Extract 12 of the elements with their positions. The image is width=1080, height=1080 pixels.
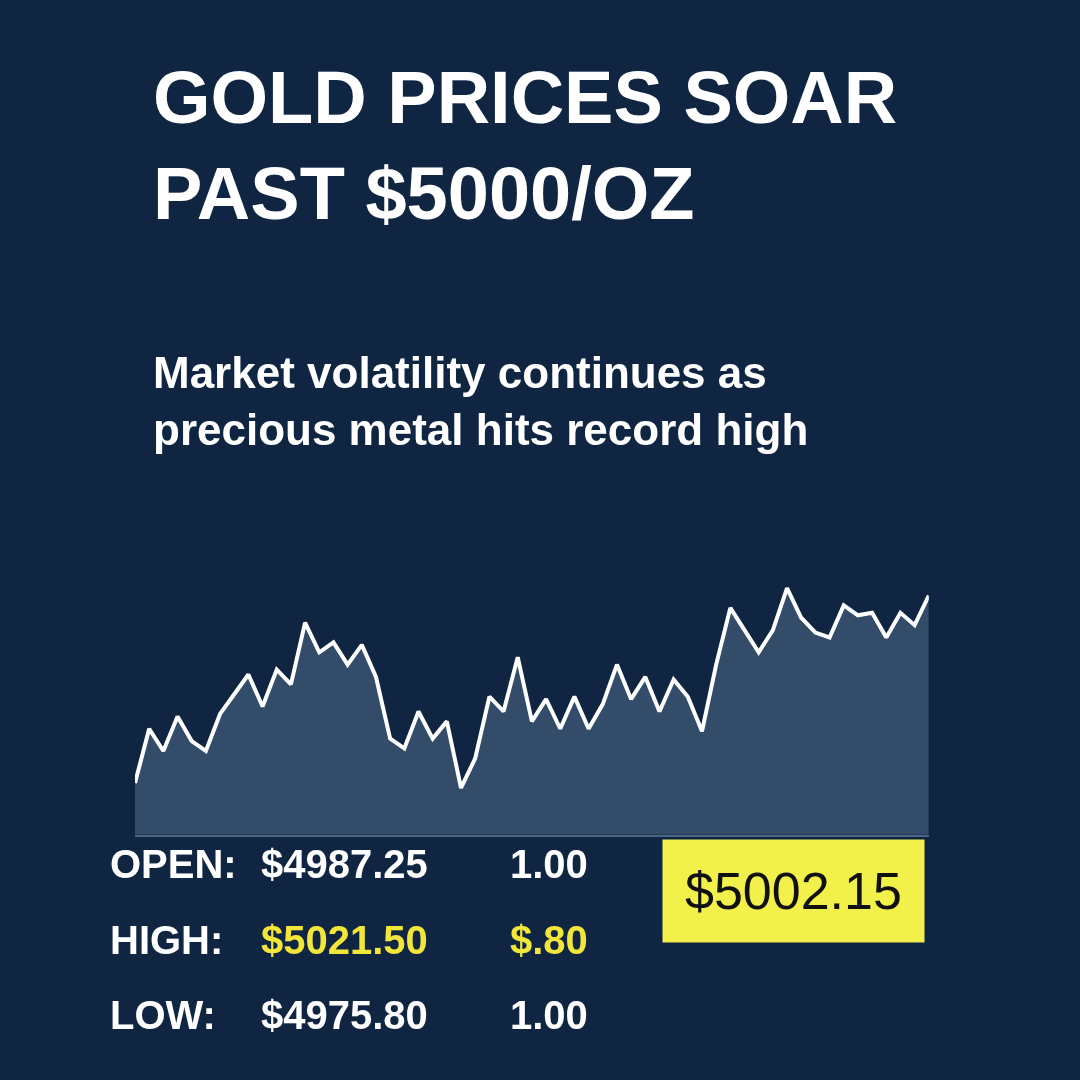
text: $.80 — [510, 918, 588, 962]
text: HIGH: — [110, 918, 224, 962]
chart-title: GOLD PRICES SOAR PAST $5000/OZ — [153, 56, 898, 236]
text: $5021.50 — [261, 918, 428, 962]
text: $4975.80 — [261, 993, 428, 1037]
chart-subtitle: Market volatility continues as precious metal hits record high — [153, 348, 809, 455]
text: OPEN: — [110, 842, 237, 886]
text: $5002.15 — [685, 862, 902, 920]
text: 1.00 — [510, 842, 588, 886]
text: LOW: — [110, 993, 216, 1037]
text: 1.00 — [510, 993, 588, 1037]
text: $4987.25 — [261, 842, 428, 886]
